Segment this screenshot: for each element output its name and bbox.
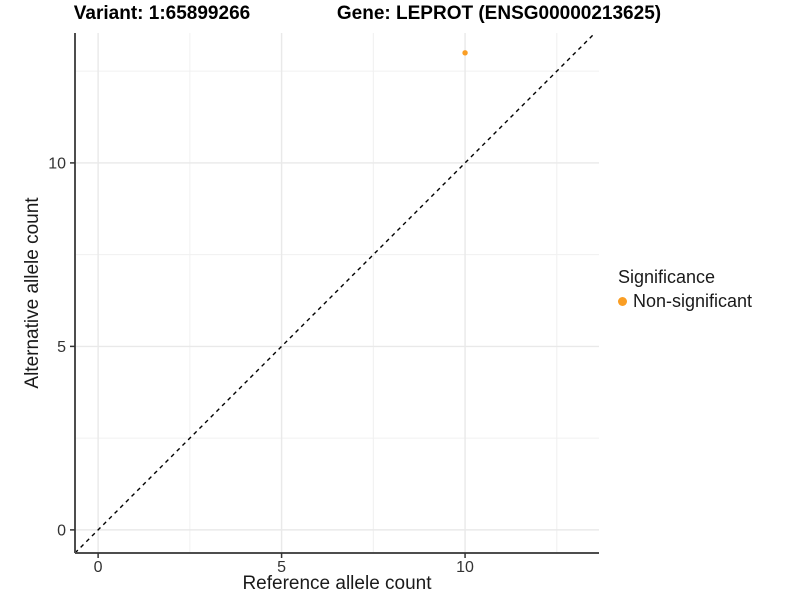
y-axis-title: Alternative allele count bbox=[22, 197, 43, 389]
legend-title: Significance bbox=[618, 267, 716, 287]
axis-lines bbox=[74, 33, 599, 554]
axis-tick-labels: 0 5 10 0 5 10 bbox=[48, 155, 474, 576]
data-point bbox=[462, 50, 468, 56]
non-significant-dot-icon bbox=[618, 296, 627, 306]
legend-label: Non-significant bbox=[633, 291, 753, 311]
svg-text:10: 10 bbox=[48, 155, 66, 172]
legend-item: Non-significant bbox=[618, 290, 752, 312]
legend: Significance Non-significant bbox=[618, 266, 752, 312]
identity-reference-line bbox=[74, 32, 596, 554]
svg-text:5: 5 bbox=[277, 559, 286, 576]
svg-text:0: 0 bbox=[94, 559, 103, 576]
minor-gridlines bbox=[75, 33, 599, 553]
plot-title-variant: Variant: 1:65899266 bbox=[73, 3, 251, 24]
x-axis-title: Reference allele count bbox=[242, 573, 432, 594]
svg-text:10: 10 bbox=[456, 559, 474, 576]
plot-title-gene: Gene: LEPROT (ENSG00000213625) bbox=[336, 3, 662, 24]
svg-text:0: 0 bbox=[57, 522, 66, 539]
svg-text:5: 5 bbox=[57, 339, 66, 356]
data-points bbox=[462, 50, 468, 56]
axis-tick-marks bbox=[70, 162, 466, 558]
major-gridlines bbox=[75, 33, 599, 553]
